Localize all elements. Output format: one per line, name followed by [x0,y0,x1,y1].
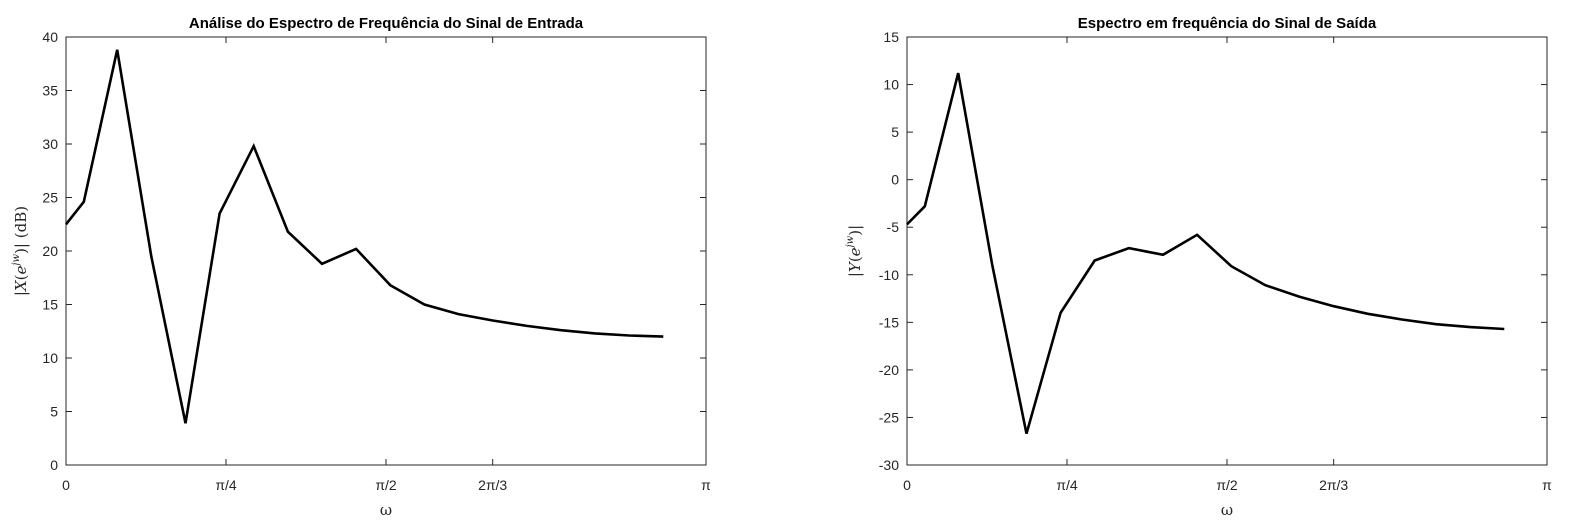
x-ticks: 0 π/4 π/2 2π/3 π [903,37,1552,493]
x-ticks: 0 π/4 π/2 2π/3 π [62,37,711,493]
x-tick-label: 0 [903,477,911,493]
y-ticks: -30 -25 -20 -15 -10 -5 0 5 10 15 [879,29,1547,473]
chart-title: Análise do Espectro de Frequência do Sin… [189,15,584,32]
plot-area [906,36,1548,466]
y-axis-label: |Y(ejw)| [845,225,864,277]
y-tick-label: -25 [879,409,899,425]
x-tick-label: π [701,477,711,493]
x-tick-label: 2π/3 [1319,477,1348,493]
y-tick-label: 5 [50,404,58,420]
x-tick-label: π/2 [1216,477,1238,493]
y-tick-label: -5 [887,219,900,235]
y-tick-label: -30 [879,457,899,473]
y-tick-label: 15 [42,297,58,313]
x-tick-label: π/4 [1056,477,1078,493]
x-tick-label: π/2 [375,477,397,493]
y-tick-label: 10 [42,350,58,366]
series-group [64,49,664,424]
chart-input-spectrum: Análise do Espectro de Frequência do Sin… [11,15,711,519]
y-tick-label: 5 [891,124,899,140]
y-tick-label: 25 [42,190,58,206]
x-tick-label: π/4 [215,477,237,493]
y-tick-label: 15 [883,29,899,45]
y-tick-label: 30 [42,136,58,152]
y-tick-label: 20 [42,243,58,259]
y-axis-label: |X(ejw)| (dB) [11,206,30,296]
plot-area [65,36,707,466]
x-tick-label: π [1542,477,1552,493]
y-tick-label: 40 [42,29,58,45]
chart-output-spectrum: Espectro em frequência do Sinal de Saída… [845,15,1552,519]
series-group [906,72,1505,434]
y-tick-label: -15 [879,314,899,330]
x-tick-label: 0 [62,477,70,493]
y-ticks: 0 5 10 15 20 25 30 35 40 [42,29,706,473]
y-tick-label: -20 [879,362,899,378]
y-tick-label: 0 [891,172,899,188]
y-tick-label: 10 [883,77,899,93]
chart-title: Espectro em frequência do Sinal de Saída [1078,15,1377,32]
series-line [906,72,1505,434]
series-line [64,49,664,424]
y-tick-label: 35 [42,83,58,99]
x-axis-label: ω [380,501,392,519]
x-tick-label: 2π/3 [478,477,507,493]
y-tick-label: -10 [879,267,899,283]
y-tick-label: 0 [50,457,58,473]
x-axis-label: ω [1221,501,1233,519]
